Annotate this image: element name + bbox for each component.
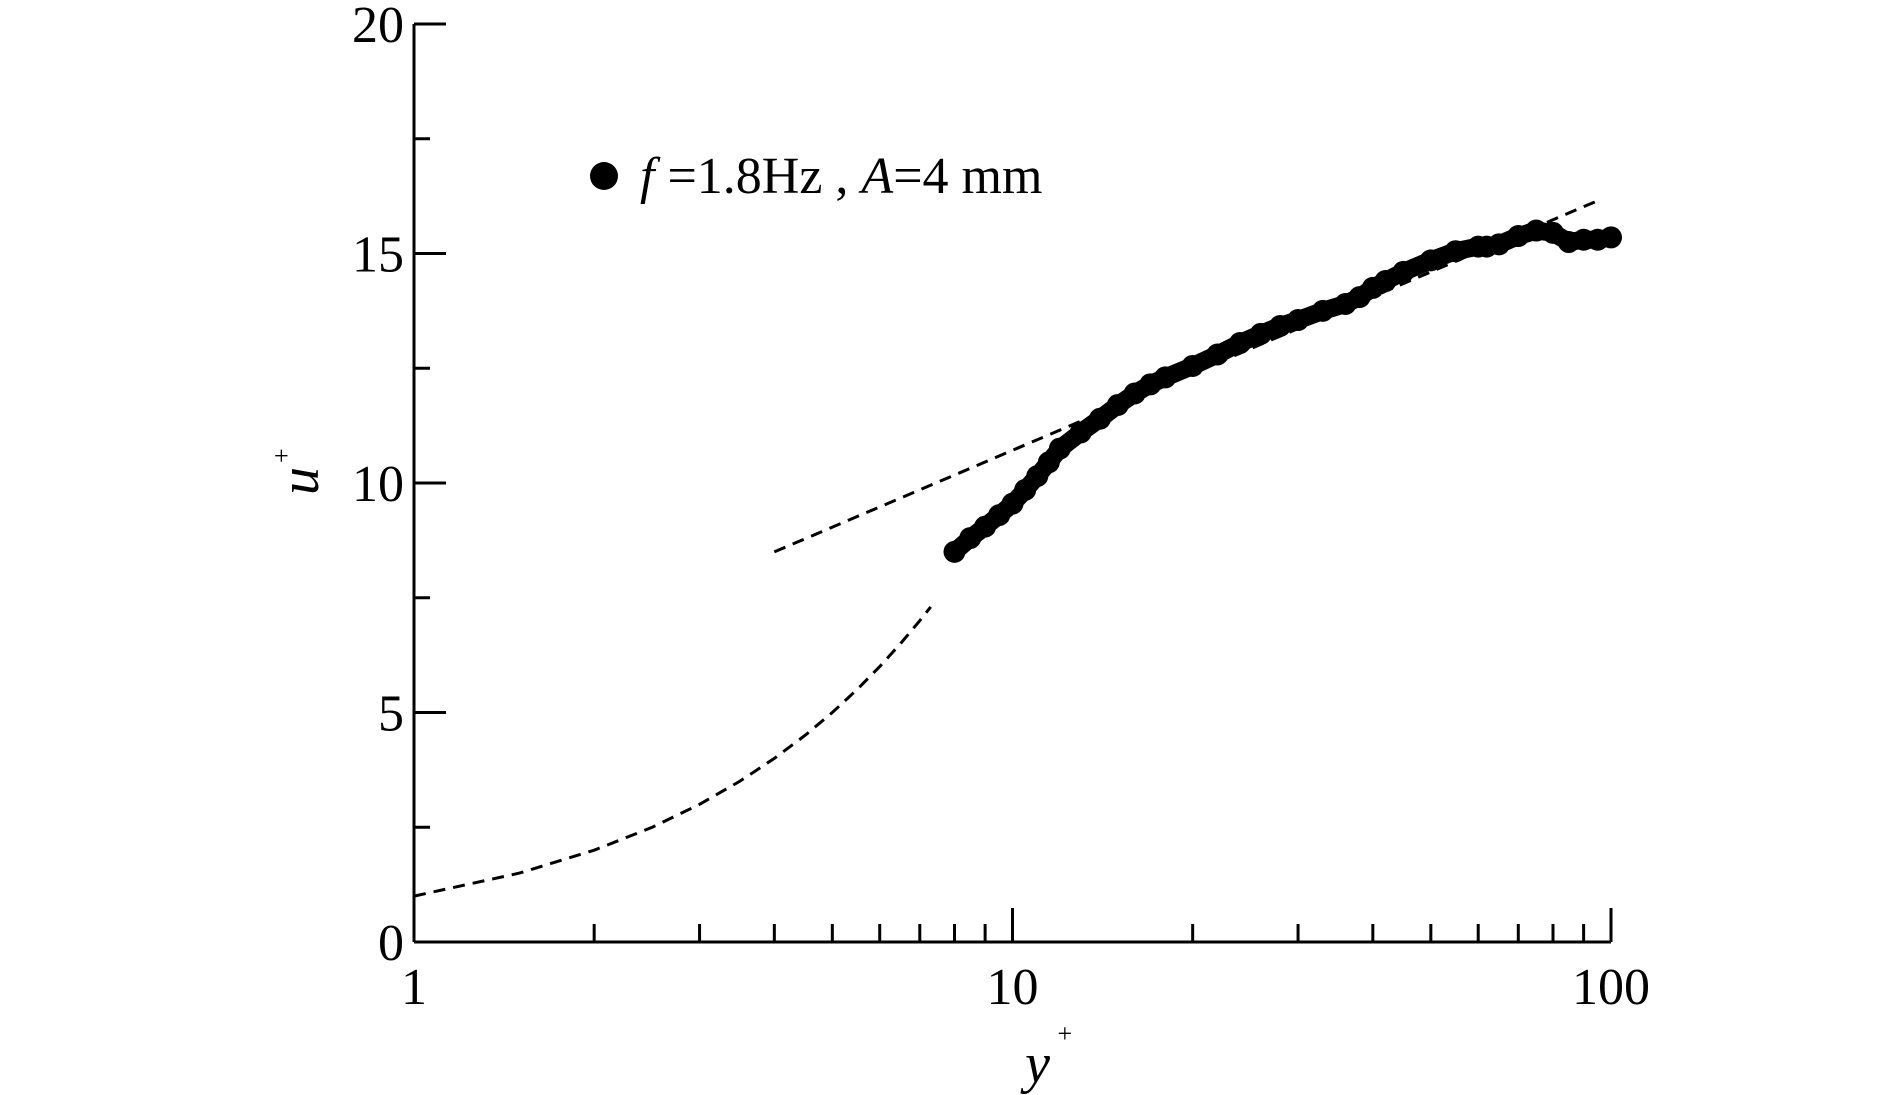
legend: f =1.8Hz , A=4 mm: [590, 148, 1042, 205]
data-point: [1048, 437, 1071, 460]
legend-label-part: =1.8Hz ,: [654, 148, 861, 205]
legend-label-part: A: [858, 148, 893, 205]
legend-label-part: =4 mm: [893, 148, 1042, 205]
data-point: [1600, 226, 1622, 249]
data-point: [1269, 315, 1292, 338]
x-tick-label: 100: [1572, 959, 1650, 1016]
data-point: [1444, 240, 1467, 263]
y-tick-label: 5: [378, 686, 404, 743]
data-point: [1392, 260, 1415, 283]
y-tick-label: 10: [352, 456, 404, 513]
x-tick-label: 10: [987, 959, 1039, 1016]
dashed-reference-line-2: [773, 199, 1599, 554]
x-axis-label-sup: +: [1058, 1019, 1073, 1048]
data-point: [1374, 270, 1397, 293]
data-point: [1419, 249, 1442, 272]
y-axis-label-group: u+: [267, 448, 331, 495]
data-point: [1106, 393, 1129, 416]
data-point: [1229, 332, 1252, 355]
y-axis-label-sup: +: [267, 448, 296, 463]
y-axis-label: u: [269, 467, 331, 495]
data-point: [1069, 421, 1092, 444]
data-point: [959, 527, 982, 550]
x-axis-label: y: [1020, 1033, 1050, 1095]
data-point: [1311, 299, 1334, 322]
y-tick-label: 0: [378, 915, 404, 972]
data-trace: [945, 221, 1620, 561]
data-point: [1088, 407, 1111, 430]
legend-marker: [590, 162, 618, 190]
data-point: [1525, 219, 1548, 242]
series-layer: [413, 199, 1622, 898]
data-point: [1249, 322, 1272, 345]
x-tick-label: 1: [401, 959, 427, 1016]
legend-label: f =1.8Hz , A=4 mm: [640, 148, 1042, 205]
y-tick-label: 20: [352, 0, 404, 54]
y-tick-label: 15: [352, 227, 404, 284]
dashed-reference-line-1: [413, 605, 932, 898]
data-point: [1181, 354, 1204, 377]
data-point: [943, 540, 966, 563]
data-point: [1287, 309, 1310, 332]
